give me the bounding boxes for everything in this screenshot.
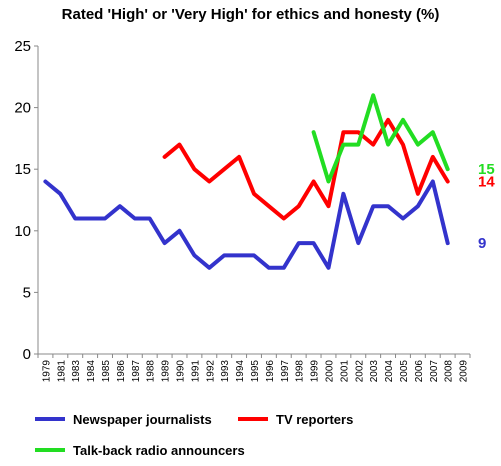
x-tick-label: 1997 bbox=[280, 360, 291, 383]
x-tick-label: 1992 bbox=[205, 360, 216, 383]
x-tick-label: 1996 bbox=[265, 360, 276, 383]
x-tick-label: 1985 bbox=[101, 360, 112, 383]
series-line bbox=[162, 117, 450, 221]
x-tick-label: 2009 bbox=[459, 360, 470, 383]
x-tick-label: 2003 bbox=[369, 360, 380, 383]
x-tick-label: 2006 bbox=[414, 360, 425, 383]
x-tick-label: 2008 bbox=[444, 360, 455, 383]
series-line bbox=[43, 179, 450, 270]
legend-label: Newspaper journalists bbox=[73, 412, 212, 427]
y-tick-label: 15 bbox=[14, 161, 31, 178]
series-end-label: 14 bbox=[478, 174, 495, 191]
x-tick-label: 2005 bbox=[399, 360, 410, 383]
x-tick-label: 2004 bbox=[384, 360, 395, 383]
y-tick-label: 25 bbox=[14, 38, 31, 55]
y-tick-label: 10 bbox=[14, 223, 31, 240]
y-tick-label: 0 bbox=[23, 346, 31, 363]
x-tick-label: 1984 bbox=[86, 360, 97, 383]
x-tick-label: 1981 bbox=[56, 360, 67, 383]
x-tick-label: 2002 bbox=[354, 360, 365, 383]
chart-title: Rated 'High' or 'Very High' for ethics a… bbox=[61, 6, 440, 23]
x-tick-label: 1986 bbox=[116, 360, 127, 383]
y-tick-label: 20 bbox=[14, 100, 31, 117]
x-tick-label: 1993 bbox=[220, 360, 231, 383]
x-tick-label: 1983 bbox=[71, 360, 82, 383]
legend-label: Talk-back radio announcers bbox=[73, 443, 245, 458]
series-line bbox=[311, 93, 450, 184]
x-tick-label: 1999 bbox=[310, 360, 321, 383]
x-tick-label: 2000 bbox=[324, 360, 335, 383]
legend-label: TV reporters bbox=[276, 412, 353, 427]
x-tick-label: 1990 bbox=[176, 360, 187, 383]
x-tick-label: 1995 bbox=[250, 360, 261, 383]
x-tick-label: 1988 bbox=[146, 360, 157, 383]
x-tick-label: 1979 bbox=[41, 360, 52, 383]
x-tick-label: 2007 bbox=[429, 360, 440, 383]
x-tick-label: 1987 bbox=[131, 360, 142, 383]
series-end-label: 9 bbox=[478, 235, 486, 252]
y-tick-label: 5 bbox=[23, 284, 31, 301]
x-tick-label: 1998 bbox=[295, 360, 306, 383]
x-tick-label: 2001 bbox=[339, 360, 350, 383]
x-tick-label: 1994 bbox=[235, 360, 246, 383]
x-tick-label: 1989 bbox=[161, 360, 172, 383]
series-end-label: 15 bbox=[478, 161, 495, 178]
x-tick-label: 1991 bbox=[190, 360, 201, 383]
